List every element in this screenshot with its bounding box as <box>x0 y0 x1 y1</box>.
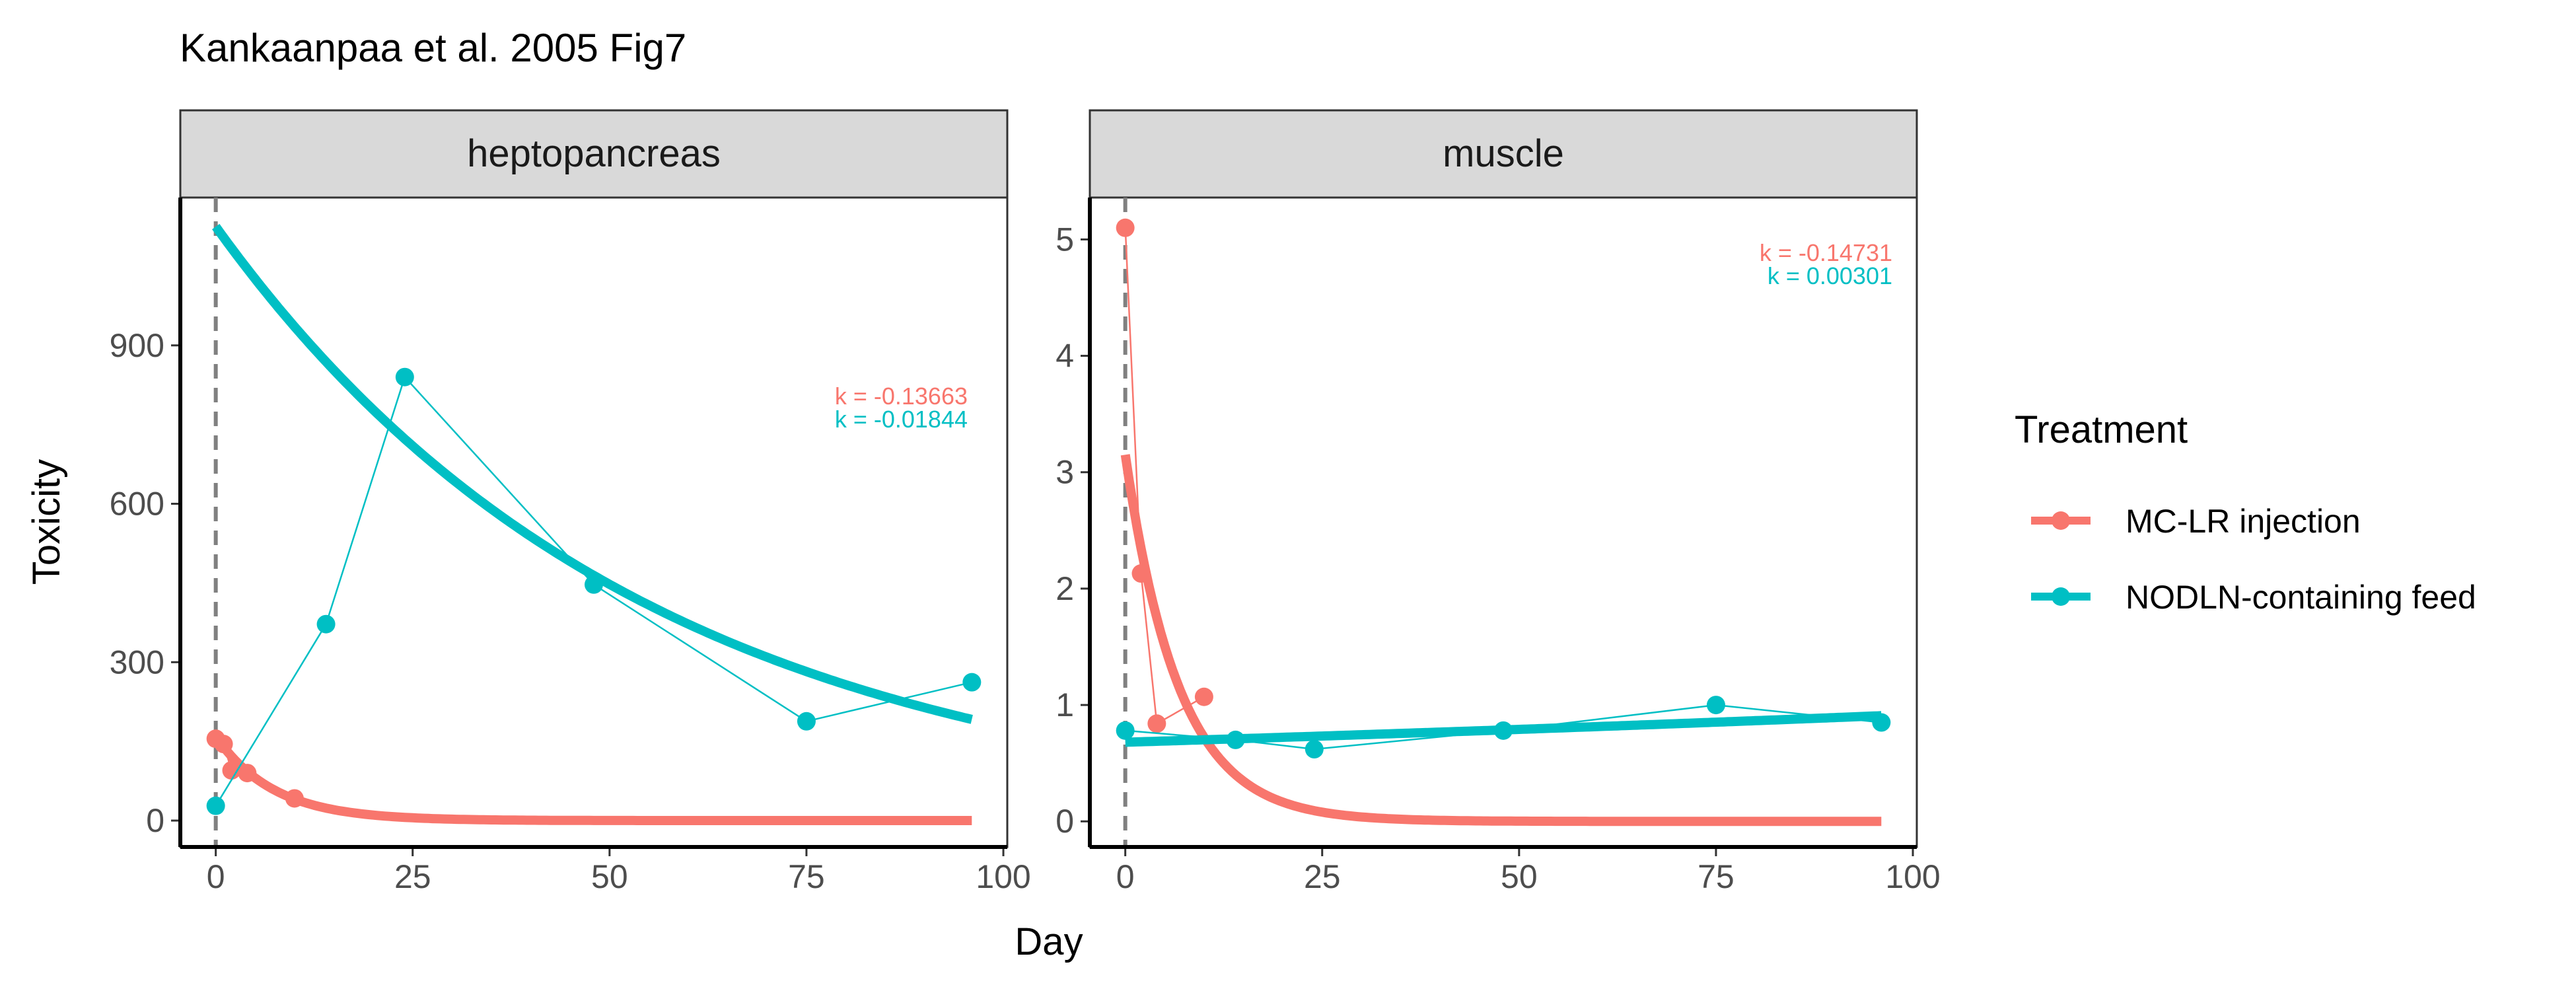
y-tick-label: 0 <box>1055 803 1074 840</box>
fit-curve-mc-lr-injection <box>1120 454 1882 826</box>
x-tick-label: 100 <box>1885 858 1940 895</box>
x-tick-label: 0 <box>207 858 225 895</box>
y-tick-label: 2 <box>1055 570 1074 607</box>
strip-background <box>1089 109 1918 199</box>
observed-line-mc-lr-injection <box>1124 227 1205 725</box>
k-annotation-mc-lr-injection: k = -0.13663 <box>835 383 968 410</box>
data-point-nodln-containing-feed <box>1706 696 1725 715</box>
data-point-nodln-containing-feed <box>585 575 603 594</box>
y-axis-title: Toxicity <box>25 459 68 585</box>
legend-label: MC-LR injection <box>2126 503 2361 540</box>
x-tick-label: 75 <box>1698 858 1735 895</box>
strip-label: heptopancreas <box>467 132 721 175</box>
x-tick-label: 100 <box>976 858 1030 895</box>
x-tick-label: 25 <box>394 858 431 895</box>
x-tick-label: 25 <box>1304 858 1341 895</box>
data-point-nodln-containing-feed <box>395 367 414 386</box>
y-tick-label: 900 <box>110 327 164 364</box>
data-point-nodln-containing-feed <box>962 673 982 692</box>
observed-line-nodln-containing-feed <box>1125 704 1882 751</box>
data-point-nodln-containing-feed <box>1872 713 1891 732</box>
data-point-nodln-containing-feed <box>797 712 816 731</box>
x-tick-label: 0 <box>1116 858 1135 895</box>
legend-label: NODLN-containing feed <box>2126 579 2476 616</box>
data-point-mc-lr-injection <box>222 761 241 780</box>
x-tick-label: 50 <box>1501 858 1538 895</box>
data-point-nodln-containing-feed <box>1305 740 1324 759</box>
y-axis-ticks: 0 300 600 900 <box>110 327 180 839</box>
x-axis-title: Day <box>1015 920 1083 963</box>
chart-title: Kankaanpaa et al. 2005 Fig7 <box>180 26 686 70</box>
y-tick-label: 600 <box>110 486 164 523</box>
x-axis-ticks: 0 25 50 75 100 <box>207 847 1031 895</box>
data-point-mc-lr-injection <box>1194 687 1213 706</box>
data-point-nodln-containing-feed <box>206 796 225 815</box>
legend-key-point <box>2052 587 2070 606</box>
y-tick-label: 4 <box>1055 338 1074 375</box>
data-point-mc-lr-injection <box>238 764 257 783</box>
data-point-mc-lr-injection <box>285 789 304 808</box>
k-annotation-nodln-containing-feed: k = -0.01844 <box>835 406 968 433</box>
legend-item-nodln: NODLN-containing feed <box>2031 579 2476 616</box>
strip-background <box>179 109 1009 199</box>
y-tick-label: 0 <box>146 802 164 839</box>
legend-item-mc-lr: MC-LR injection <box>2031 503 2361 540</box>
y-tick-label: 3 <box>1055 454 1074 491</box>
legend-key-point <box>2052 511 2070 530</box>
y-axis-ticks: 0 1 2 3 4 5 <box>1055 221 1090 840</box>
k-annotation-nodln-containing-feed: k = 0.00301 <box>1768 262 1892 289</box>
observed-line-nodln-containing-feed <box>215 375 972 807</box>
strip-label: muscle <box>1443 132 1564 175</box>
legend: Treatment MC-LR injection NODLN-containi… <box>2015 408 2476 616</box>
x-axis-ticks: 0 25 50 75 100 <box>1116 847 1941 895</box>
data-point-mc-lr-injection <box>214 735 233 754</box>
legend-title: Treatment <box>2015 408 2188 451</box>
fit-curve-mc-lr-injection <box>211 733 973 825</box>
x-tick-label: 50 <box>591 858 628 895</box>
data-point-mc-lr-injection <box>1116 218 1135 237</box>
data-point-mc-lr-injection <box>1147 714 1166 733</box>
plot-panel <box>179 196 1009 848</box>
data-point-nodln-containing-feed <box>1116 721 1135 740</box>
data-point-nodln-containing-feed <box>316 614 336 634</box>
y-tick-label: 300 <box>110 643 164 680</box>
x-tick-label: 75 <box>788 858 825 895</box>
data-point-nodln-containing-feed <box>1494 721 1513 740</box>
y-tick-label: 1 <box>1055 686 1074 723</box>
k-annotation-mc-lr-injection: k = -0.14731 <box>1760 239 1892 266</box>
data-point-mc-lr-injection <box>1131 564 1151 583</box>
data-point-nodln-containing-feed <box>1226 730 1245 749</box>
y-tick-label: 5 <box>1055 221 1074 258</box>
